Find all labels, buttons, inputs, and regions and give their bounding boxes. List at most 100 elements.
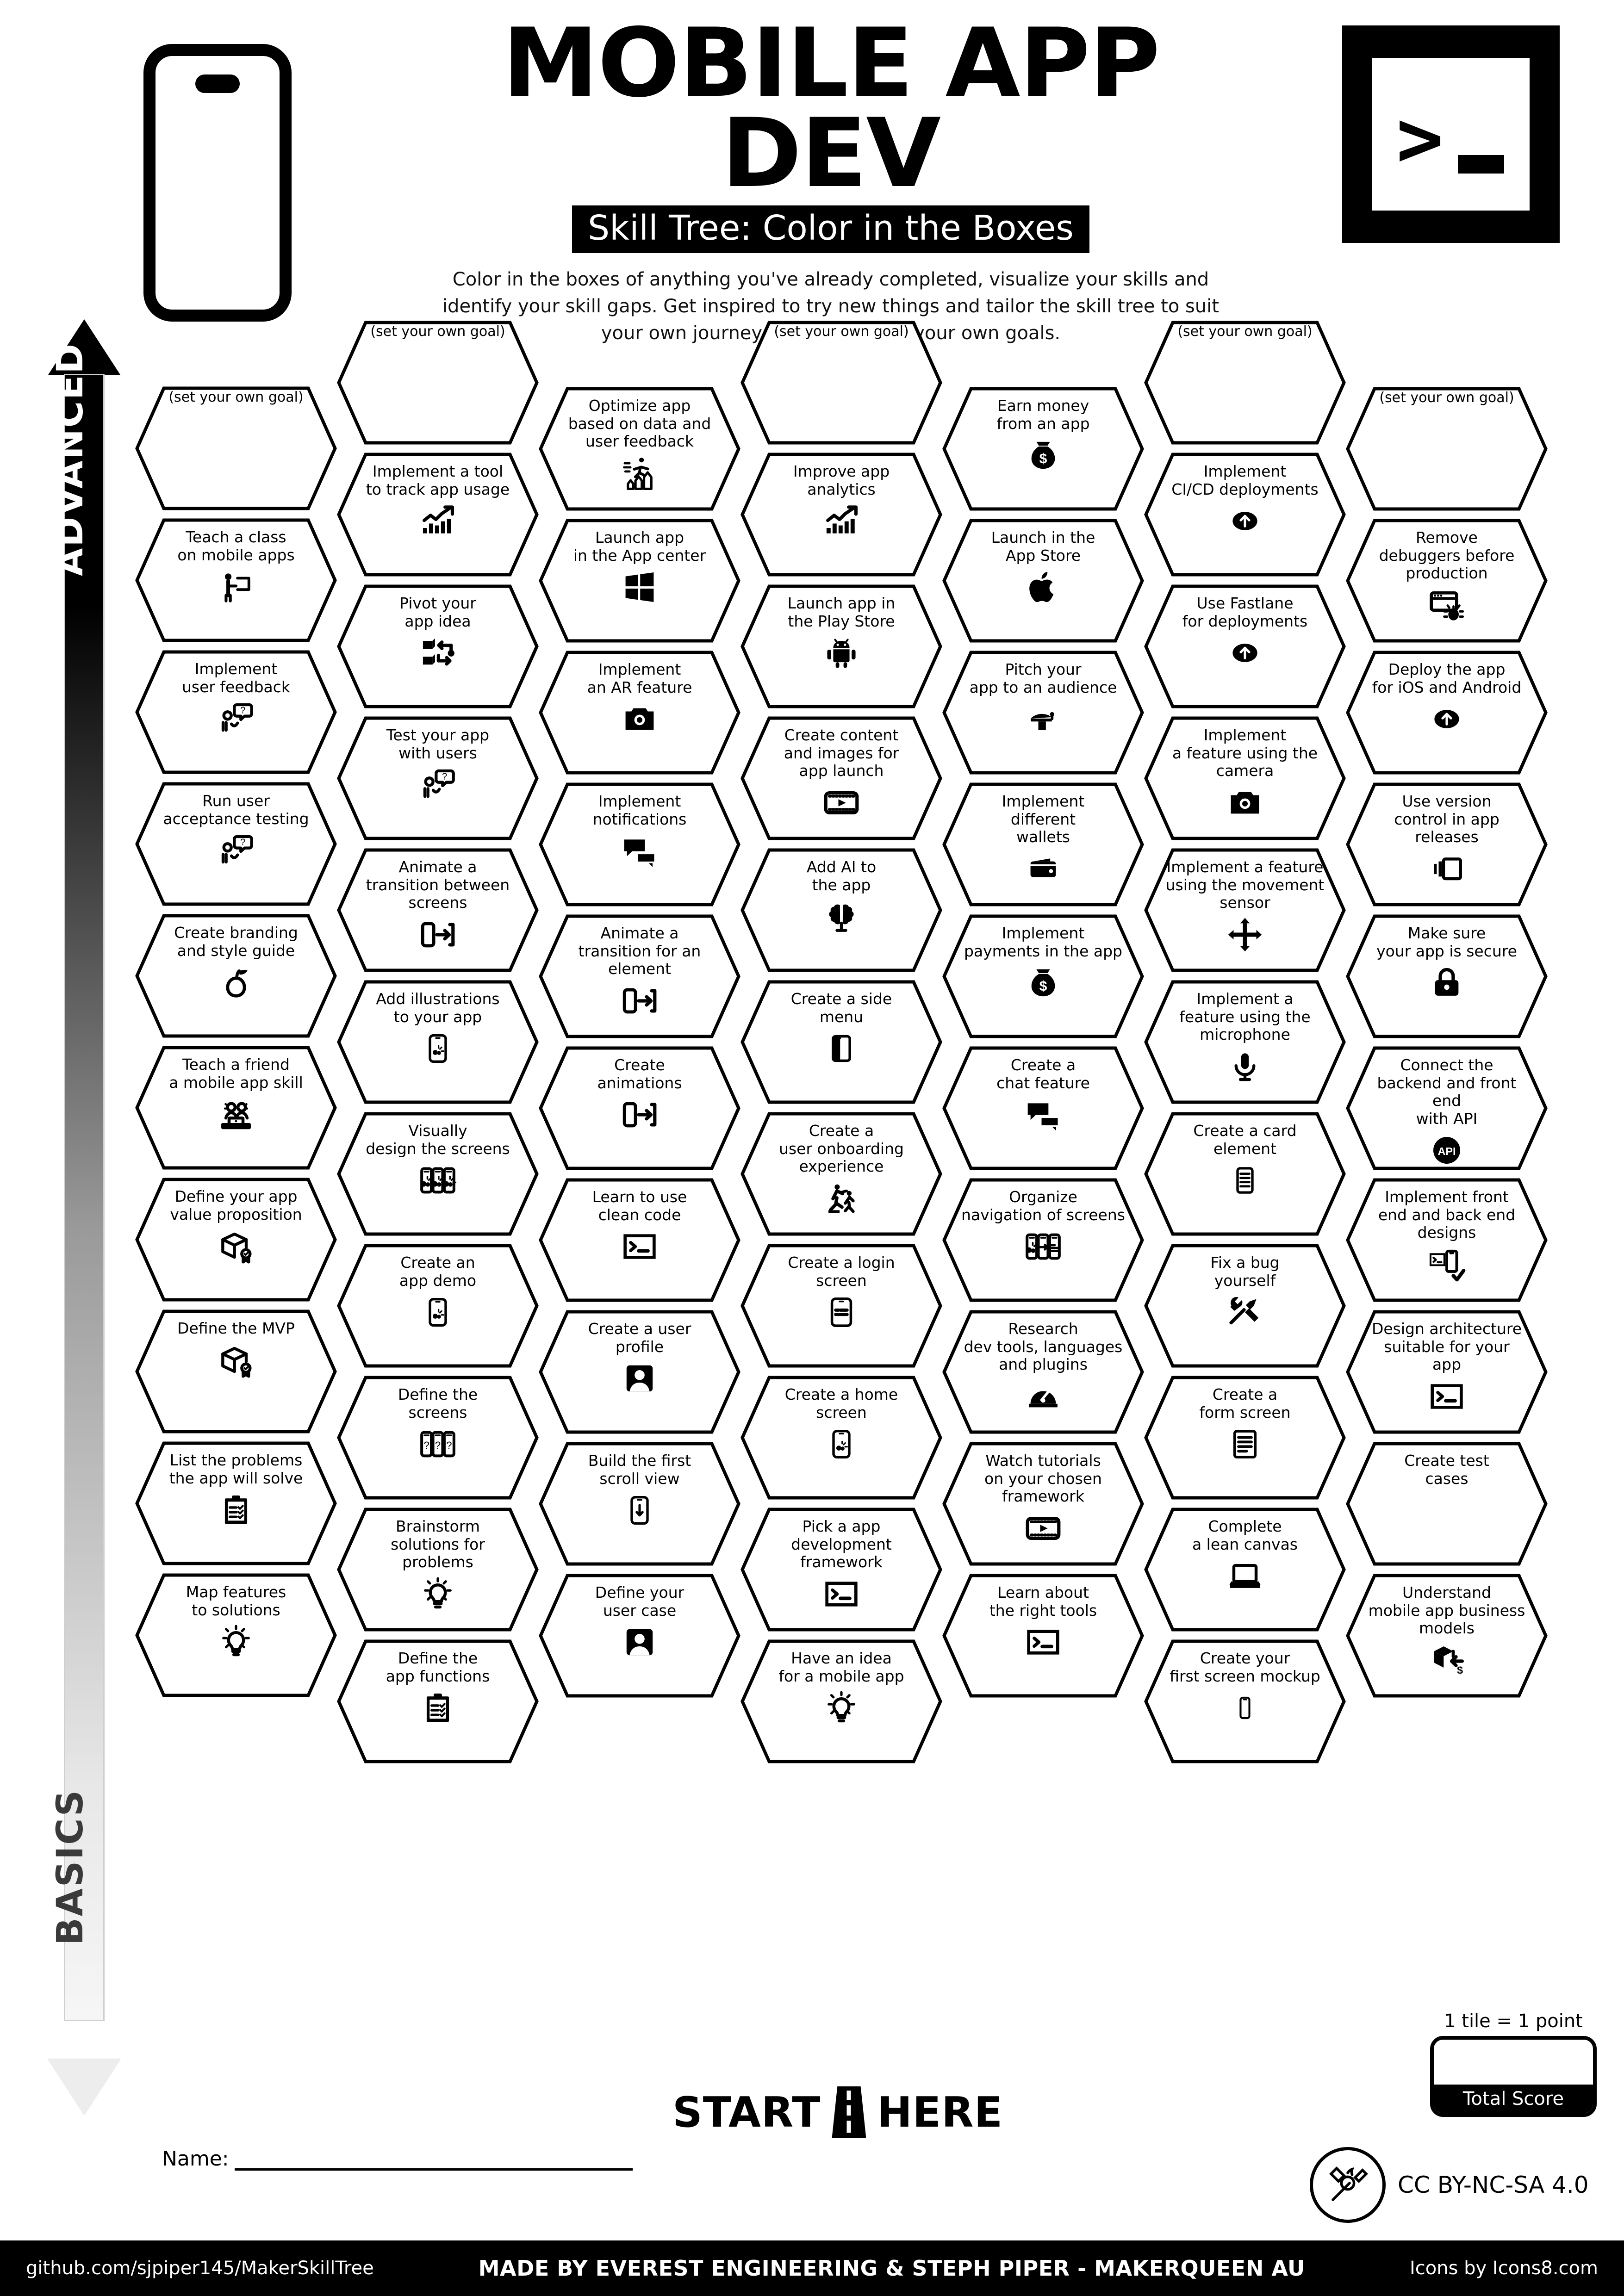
score-frame[interactable]: Total Score bbox=[1430, 2036, 1597, 2117]
skill-tile[interactable]: Create a user profile bbox=[539, 1310, 740, 1434]
skill-tile[interactable]: Optimize app based on data and user feedba… bbox=[539, 387, 740, 511]
skill-tile-label: Create a form screen bbox=[1199, 1385, 1291, 1421]
skill-tile[interactable]: Use Fastlane for deployments bbox=[1144, 584, 1346, 708]
skill-tile[interactable]: Define your app value proposition bbox=[135, 1178, 337, 1302]
skill-tile[interactable]: Test your app with users ? bbox=[337, 716, 539, 840]
skill-tile[interactable]: Create a chat feature bbox=[942, 1046, 1144, 1170]
skill-tile[interactable]: Implement a feature using the microphone bbox=[1144, 980, 1346, 1104]
skill-tile[interactable]: Implement notifications bbox=[539, 782, 740, 906]
skill-tile[interactable]: Implement a feature using the movement sen… bbox=[1144, 848, 1346, 972]
skill-tile[interactable]: Deploy the app for iOS and Android bbox=[1346, 651, 1548, 775]
skill-tile-label: Define your app value proposition bbox=[170, 1187, 302, 1223]
box-award-icon bbox=[151, 1341, 321, 1380]
skill-tile[interactable]: Create branding and style guide bbox=[135, 914, 337, 1038]
screen-transition-icon bbox=[554, 1095, 725, 1134]
skill-tile[interactable]: (set your own goal) bbox=[1144, 321, 1346, 445]
skill-tile[interactable]: Remove debuggers before production bbox=[1346, 519, 1548, 643]
skill-tile[interactable]: (set your own goal) bbox=[337, 321, 539, 445]
skill-tile[interactable]: Create a home screen bbox=[740, 1376, 942, 1500]
skill-tile[interactable]: Earn money from an app $ bbox=[942, 387, 1144, 511]
svg-text:$: $ bbox=[1457, 1664, 1463, 1676]
skill-tile[interactable]: Research dev tools, languages and plugins bbox=[942, 1310, 1144, 1434]
skill-tile[interactable]: Pick a app development framework bbox=[740, 1508, 942, 1632]
skill-tile[interactable]: Improve app analytics bbox=[740, 453, 942, 577]
footer-github-link[interactable]: github.com/sjpiper145/MakerSkillTree bbox=[26, 2258, 374, 2279]
skill-tile[interactable]: Implement payments in the app $ bbox=[942, 914, 1144, 1038]
skill-tile[interactable]: Create content and images for app launch bbox=[740, 716, 942, 840]
skill-tile-label: Learn about the right tools bbox=[989, 1583, 1097, 1620]
axis-arrow-down bbox=[48, 2059, 120, 2115]
skill-tile[interactable]: Use version control in app releases bbox=[1346, 782, 1548, 906]
skill-tile[interactable]: Learn about the right tools bbox=[942, 1574, 1144, 1698]
skill-tile[interactable]: Visually design the screens bbox=[337, 1112, 539, 1236]
skill-tile[interactable]: (set your own goal) bbox=[740, 321, 942, 445]
skill-tile[interactable]: Define the screens ??? bbox=[337, 1376, 539, 1500]
axis-gradient-shaft bbox=[64, 374, 105, 2021]
footer-icons-credit[interactable]: Icons by Icons8.com bbox=[1409, 2258, 1598, 2279]
skill-tile[interactable]: Organize navigation of screens bbox=[942, 1178, 1144, 1302]
skill-tile[interactable]: Create animations bbox=[539, 1046, 740, 1170]
skill-tile[interactable]: Make sure your app is secure bbox=[1346, 914, 1548, 1038]
phone-outline-icon bbox=[1160, 1688, 1330, 1727]
skill-tile[interactable]: Complete a lean canvas bbox=[1144, 1508, 1346, 1632]
pivot-boxes-icon bbox=[353, 633, 523, 672]
skill-tile[interactable]: Define the app functions bbox=[337, 1639, 539, 1763]
skill-tile[interactable]: Create an app demo bbox=[337, 1244, 539, 1368]
skill-tile[interactable]: Implement user feedback ? bbox=[135, 650, 337, 774]
skill-tile[interactable]: Brainstorm solutions for problems bbox=[337, 1508, 539, 1632]
terminal-prompt-icon: > bbox=[1342, 25, 1560, 243]
skill-tile[interactable]: Create your first screen mockup bbox=[1144, 1639, 1346, 1763]
skill-tile-label: Launch app in the App center bbox=[573, 528, 706, 565]
skill-tile[interactable]: Implement front end and back end designs bbox=[1346, 1178, 1548, 1302]
skill-tile[interactable]: (set your own goal) bbox=[135, 386, 337, 510]
skill-tile[interactable]: Pitch your app to an audience bbox=[942, 651, 1144, 775]
gauge-icon bbox=[958, 1377, 1128, 1416]
skill-tile[interactable]: (set your own goal) bbox=[1346, 387, 1548, 511]
skill-tile[interactable]: Create test cases bbox=[1346, 1442, 1548, 1566]
skill-tile[interactable]: Animate a transition between screens bbox=[337, 848, 539, 972]
skill-tile[interactable]: Implement an AR feature bbox=[539, 651, 740, 775]
skill-tile[interactable]: Create a side menu bbox=[740, 980, 942, 1104]
wallet-icon bbox=[958, 850, 1128, 888]
skill-tile[interactable]: Create a card element bbox=[1144, 1112, 1346, 1236]
skill-tile[interactable]: Create a form screen bbox=[1144, 1376, 1346, 1500]
skill-tile[interactable]: Launch in the App Store bbox=[942, 519, 1144, 643]
skill-tile[interactable]: List the problems the app will solve bbox=[135, 1441, 337, 1565]
skill-tile[interactable]: Teach a friend a mobile app skill bbox=[135, 1046, 337, 1170]
skill-tile[interactable]: Launch app in the Play Store bbox=[740, 584, 942, 708]
skill-tile[interactable]: Fix a bug yourself bbox=[1144, 1244, 1346, 1368]
skill-tile[interactable]: Learn to use clean code bbox=[539, 1178, 740, 1302]
skill-tile-label: Implement an AR feature bbox=[587, 660, 692, 696]
skill-tile[interactable]: Create a user onboarding experience bbox=[740, 1112, 942, 1236]
skill-tile[interactable]: Connect the backend and front end with API… bbox=[1346, 1046, 1548, 1170]
skill-tile[interactable]: Have an idea for a mobile app bbox=[740, 1639, 942, 1763]
skill-tile[interactable]: Build the first scroll view bbox=[539, 1442, 740, 1566]
tools-icon bbox=[1160, 1293, 1330, 1332]
skill-tile[interactable]: Implement different wallets bbox=[942, 782, 1144, 906]
phone-scroll-icon bbox=[554, 1491, 725, 1530]
skill-tile[interactable]: Design architecture suitable for your app bbox=[1346, 1310, 1548, 1434]
total-score-box[interactable]: Total Score bbox=[1430, 2036, 1597, 2117]
box-award-icon bbox=[151, 1227, 321, 1266]
skill-tile[interactable]: Add illustrations to your app bbox=[337, 980, 539, 1104]
skill-tile[interactable]: Run user acceptance testing ? bbox=[135, 782, 337, 906]
skill-tile[interactable]: Define your user case bbox=[539, 1574, 740, 1698]
skill-tile[interactable]: Add AI to the app bbox=[740, 848, 942, 972]
brain-ai-icon bbox=[756, 897, 927, 936]
skill-tile[interactable]: Animate a transition for an element bbox=[539, 914, 740, 1038]
skill-tile[interactable]: Launch app in the App center bbox=[539, 519, 740, 643]
skill-tile[interactable]: Implement a feature using the camera bbox=[1144, 716, 1346, 840]
skill-tile[interactable]: Map features to solutions bbox=[135, 1573, 337, 1697]
skill-tile[interactable]: Create a login screen bbox=[740, 1244, 942, 1368]
terminal-cursor bbox=[1458, 155, 1504, 174]
skill-tile[interactable]: Pivot your app idea bbox=[337, 584, 539, 708]
clipboard-check-icon bbox=[353, 1688, 523, 1727]
skill-tile[interactable]: Teach a class on mobile apps bbox=[135, 518, 337, 642]
skill-tile[interactable]: Implement a tool to track app usage bbox=[337, 453, 539, 577]
name-field[interactable]: Name: bbox=[162, 2147, 633, 2171]
skill-tile[interactable]: Define the MVP bbox=[135, 1309, 337, 1433]
skill-tile[interactable]: Implement CI/CD deployments bbox=[1144, 453, 1346, 577]
skill-tile[interactable]: Understand mobile app business models $ bbox=[1346, 1574, 1548, 1698]
name-input-rule[interactable] bbox=[234, 2165, 633, 2171]
skill-tile[interactable]: Watch tutorials on your chosen framework bbox=[942, 1442, 1144, 1566]
